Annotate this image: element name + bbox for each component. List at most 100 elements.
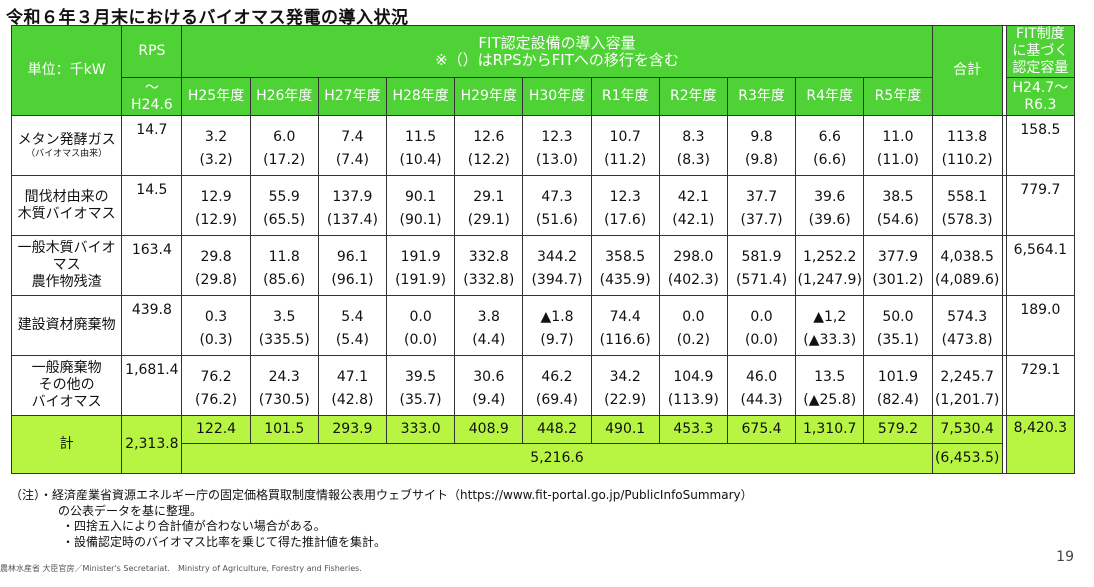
- header-fit-cert: FIT制度 に基づく 認定容量: [1005, 25, 1076, 78]
- row-category: 建設資材廃棄物: [10, 295, 123, 356]
- cell-year-value: 13.5: [795, 355, 865, 386]
- cell-total: 2,245.7: [931, 355, 1003, 386]
- cell-year-value: 46.0: [726, 355, 797, 386]
- header-rps-period: ～ H24.6: [121, 77, 183, 116]
- cell-total-incl: (578.3): [931, 205, 1003, 236]
- cell-fit-cert: 189.0: [1005, 295, 1076, 356]
- cell-year-incl: (35.1): [863, 325, 933, 356]
- cell-year-value: 47.1: [317, 355, 388, 386]
- cell-rps: 163.4: [121, 235, 183, 296]
- note-line: の公表データを基に整理。: [58, 503, 203, 518]
- header-year: H25年度: [181, 77, 251, 116]
- totals-year-value: 453.3: [658, 415, 728, 444]
- cell-fit-cert: 729.1: [1005, 355, 1076, 416]
- cell-year-value: 5.4: [317, 295, 388, 326]
- cell-year-incl: (37.7): [726, 205, 797, 236]
- cell-year-incl: (65.5): [249, 205, 319, 236]
- cell-year-value: 76.2: [181, 355, 251, 386]
- cell-year-incl: (▲25.8): [795, 385, 865, 416]
- cell-year-value: 101.9: [863, 355, 933, 386]
- footer-ministry: 農林水産省 大臣官房／Minister's Secretariat. Minis…: [0, 564, 362, 573]
- cell-year-incl: (301.2): [863, 265, 933, 296]
- cell-year-value: 7.4: [317, 115, 388, 146]
- cell-total: 113.8: [931, 115, 1003, 146]
- cell-year-incl: (51.6): [522, 205, 592, 236]
- cell-total-incl: (1,201.7): [931, 385, 1003, 416]
- cell-year-incl: (29.8): [181, 265, 251, 296]
- totals-year-value: 448.2: [522, 415, 592, 444]
- cell-year-incl: (9.8): [726, 145, 797, 176]
- row-category-label: 一般木質バイオ マス 農作物残渣: [17, 240, 116, 290]
- cell-year-value: 12.9: [181, 175, 251, 206]
- cell-year-value: 12.6: [454, 115, 524, 146]
- cell-year-incl: (44.3): [726, 385, 797, 416]
- cell-year-value: 96.1: [317, 235, 388, 266]
- totals-label: 計: [10, 415, 123, 474]
- cell-year-incl: (332.8): [454, 265, 524, 296]
- cell-year-incl: (12.2): [454, 145, 524, 176]
- cell-year-value: 34.2: [590, 355, 660, 386]
- cell-year-value: 50.0: [863, 295, 933, 326]
- cell-fit-cert: 779.7: [1005, 175, 1076, 236]
- totals-total: 7,530.4: [931, 415, 1003, 444]
- header-year: R5年度: [863, 77, 933, 116]
- cell-year-value: 47.3: [522, 175, 592, 206]
- page-title: 令和６年３月末におけるバイオマス発電の導入状況: [6, 8, 409, 28]
- cell-year-incl: (0.3): [181, 325, 251, 356]
- cell-year-incl: (730.5): [249, 385, 319, 416]
- cell-fit-cert: 6,564.1: [1005, 235, 1076, 296]
- cell-year-value: 11.8: [249, 235, 319, 266]
- cell-year-value: 74.4: [590, 295, 660, 326]
- cell-year-value: 3.2: [181, 115, 251, 146]
- note-line: ・設備認定時のバイオマス比率を乗じて得た推計値を集計。: [62, 534, 387, 549]
- cell-total-incl: (473.8): [931, 325, 1003, 356]
- cell-year-incl: (85.6): [249, 265, 319, 296]
- cell-year-incl: (0.0): [726, 325, 797, 356]
- totals-year-value: 122.4: [181, 415, 251, 444]
- header-rps: RPS: [121, 25, 183, 78]
- row-category-label: メタン発酵ガス: [17, 131, 116, 148]
- row-category-label: 一般廃棄物 その他の バイオマス: [31, 360, 102, 410]
- totals-year-value: 293.9: [317, 415, 388, 444]
- cell-year-incl: (42.1): [658, 205, 728, 236]
- cell-year-incl: (22.9): [590, 385, 660, 416]
- totals-year-value: 675.4: [726, 415, 797, 444]
- cell-year-incl: (137.4): [317, 205, 388, 236]
- totals-year-value: 333.0: [386, 415, 456, 444]
- cell-year-incl: (116.6): [590, 325, 660, 356]
- cell-year-value: 6.6: [795, 115, 865, 146]
- cell-year-incl: (90.1): [386, 205, 456, 236]
- cell-year-incl: (3.2): [181, 145, 251, 176]
- cell-year-incl: (9.7): [522, 325, 592, 356]
- cell-year-value: 1,252.2: [795, 235, 865, 266]
- cell-year-value: 8.3: [658, 115, 728, 146]
- cell-year-incl: (6.6): [795, 145, 865, 176]
- biomass-capacity-table: 単位：千kW RPS FIT認定設備の導入容量 ※（）はRPSからFITへの移行を含む…: [10, 25, 1076, 474]
- cell-year-value: 0.0: [658, 295, 728, 326]
- totals-year-value: 490.1: [590, 415, 660, 444]
- totals-fit-cert: 8,420.3: [1005, 415, 1076, 474]
- cell-year-incl: (69.4): [522, 385, 592, 416]
- cell-year-value: 358.5: [590, 235, 660, 266]
- cell-year-value: 37.7: [726, 175, 797, 206]
- cell-total-incl: (4,089.6): [931, 265, 1003, 296]
- cell-year-incl: (9.4): [454, 385, 524, 416]
- cell-rps: 14.7: [121, 115, 183, 176]
- header-total: 合計: [931, 25, 1003, 116]
- cell-year-incl: (10.4): [386, 145, 456, 176]
- cell-year-value: 377.9: [863, 235, 933, 266]
- cell-year-value: 11.5: [386, 115, 456, 146]
- note-line: ・四捨五入により合計値が合わない場合がある。: [62, 519, 326, 533]
- header-fit-cert-period: H24.7～ R6.3: [1005, 77, 1076, 116]
- header-year: H30年度: [522, 77, 592, 116]
- cell-year-value: ▲1.8: [522, 295, 592, 326]
- header-unit: 単位：千kW: [10, 25, 123, 116]
- header-year: R4年度: [795, 77, 865, 116]
- cell-total: 4,038.5: [931, 235, 1003, 266]
- header-fit-capacity: FIT認定設備の導入容量 ※（）はRPSからFITへの移行を含む: [181, 25, 933, 78]
- header-year: R3年度: [726, 77, 797, 116]
- cell-year-incl: (17.2): [249, 145, 319, 176]
- header-fit-line1: FIT認定設備の導入容量: [478, 33, 636, 52]
- totals-year-value: 579.2: [863, 415, 933, 444]
- cell-year-value: 39.6: [795, 175, 865, 206]
